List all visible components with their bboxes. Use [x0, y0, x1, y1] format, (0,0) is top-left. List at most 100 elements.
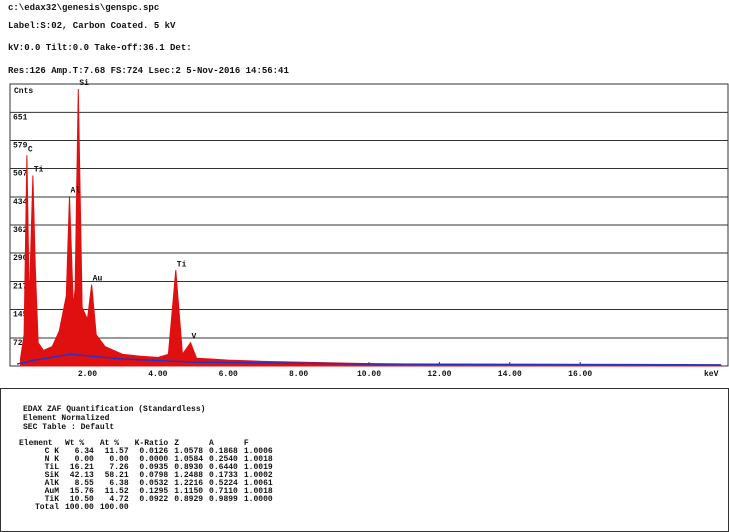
table-cell: 0.0798: [139, 471, 169, 480]
column-header: At %: [99, 439, 120, 448]
file-path: c:\edax32\genesis\genspc.spc: [8, 3, 160, 13]
table-cell: 0.0922: [139, 495, 169, 504]
table-cell: 0.0000: [139, 455, 169, 464]
table-cell: 0.2540: [209, 455, 238, 464]
table-cell: 42.13: [69, 471, 94, 480]
quant-table: Element Wt % At % K-Ratio Z A F C K 6.34 11.57 0.0…: [19, 440, 279, 512]
table-cell: [174, 504, 209, 512]
y-tick-label: 507: [13, 170, 28, 179]
table-cell: Total: [34, 503, 59, 512]
table-cell: 0.5224: [209, 479, 238, 488]
table-cell: 1.0000: [243, 495, 273, 504]
table-cell: 1.0578: [174, 447, 204, 456]
table-row: N K 0.00 0.00 0.0000 1.0584 0.2540 1.0018: [19, 456, 279, 464]
y-tick-label: 651: [13, 114, 28, 123]
table-cell: [135, 504, 175, 512]
column-header: Element: [19, 439, 53, 448]
x-tick-label: 6.00: [219, 370, 238, 379]
x-tick-label: 12.00: [427, 370, 451, 379]
table-cell: 0.0935: [139, 463, 169, 472]
table-cell: 6.38: [109, 479, 129, 488]
table-cell: 15.76: [69, 487, 94, 496]
table-cell: TiK: [44, 495, 59, 504]
table-cell: 0.8930: [174, 463, 204, 472]
label-line: Label:S:02, Carbon Coated. 5 kV: [8, 21, 176, 31]
peak-label: Ti: [34, 166, 44, 175]
table-row: TiK 10.50 4.72 0.0922 0.8929 0.9899 1.0000: [19, 496, 279, 504]
y-tick-label: 145: [13, 311, 28, 320]
table-row: C K 6.34 11.57 0.0126 1.0578 0.1868 1.0006: [19, 448, 279, 456]
table-cell: SiK: [44, 471, 59, 480]
y-axis-label: Cnts: [14, 87, 33, 96]
table-cell: 0.1868: [209, 447, 238, 456]
y-tick-label: 72: [13, 339, 23, 348]
info-line: kV:0.0 Tilt:0.0 Take-off:36.1 Det:: [8, 43, 192, 53]
table-cell: 0.9899: [209, 495, 238, 504]
y-tick-label: 362: [13, 226, 28, 235]
quant-title: EDAX ZAF Quantification (Standardless): [23, 405, 206, 414]
table-row: Total 100.00 100.00: [19, 504, 279, 512]
table-cell: [244, 504, 279, 512]
x-tick-label: 8.00: [289, 370, 308, 379]
x-tick-label: 14.00: [498, 370, 522, 379]
table-cell: 4.72: [109, 495, 129, 504]
x-tick-label: 10.00: [357, 370, 381, 379]
table-cell: 1.0584: [174, 455, 204, 464]
y-tick-label: 579: [13, 142, 28, 151]
x-tick-label: 4.00: [148, 370, 167, 379]
quantification-panel: EDAX ZAF Quantification (Standardless) E…: [0, 388, 729, 532]
table-cell: 0.00: [74, 455, 94, 464]
column-header: K-Ratio: [134, 439, 169, 448]
peak-label: Al: [70, 186, 80, 195]
table-row: TiL 16.21 7.26 0.0935 0.8930 0.6440 1.0019: [19, 464, 279, 472]
peak-label: Au: [93, 275, 103, 284]
table-cell: 7.26: [109, 463, 129, 472]
table-cell: 6.34: [74, 447, 94, 456]
info-line: Res:126 Amp.T:7.68 FS:724 Lsec:2 5-Nov-2…: [8, 66, 289, 76]
table-cell: N K: [44, 455, 59, 464]
table-cell: 11.52: [104, 487, 129, 496]
y-tick-label: 434: [13, 198, 28, 207]
table-cell: 1.0006: [243, 447, 273, 456]
spectrum-chart: Cnts keV 72 145 217 290 362 434 507 579 651 2.00 4…: [9, 79, 729, 379]
table-cell: 0.0532: [139, 479, 169, 488]
spectrum-area: [20, 89, 722, 367]
table-cell: 0.00: [109, 455, 129, 464]
quant-subtitle: Element Normalized: [23, 414, 110, 423]
table-cell: 1.0061: [243, 479, 273, 488]
x-tick-label: 2.00: [78, 370, 97, 379]
column-header: F: [243, 439, 249, 448]
table-cell: 58.21: [104, 471, 129, 480]
table-row: AlK 8.55 6.38 0.0532 1.2216 0.5224 1.0061: [19, 480, 279, 488]
table-cell: 0.8929: [174, 495, 204, 504]
table-cell: 1.1150: [174, 487, 204, 496]
table-cell: 0.1295: [139, 487, 169, 496]
peak-label: V: [192, 333, 197, 342]
table-cell: AlK: [44, 479, 59, 488]
table-cell: C K: [44, 447, 59, 456]
table-cell: 0.0126: [139, 447, 169, 456]
table-cell: AuM: [44, 487, 59, 496]
column-header: Z: [174, 439, 180, 448]
background-line: [16, 353, 721, 366]
table-cell: 0.1733: [209, 471, 238, 480]
table-cell: 16.21: [69, 463, 94, 472]
table-cell: 100.00: [65, 503, 94, 512]
column-header: Wt %: [65, 439, 85, 448]
table-cell: 100.00: [99, 503, 129, 512]
quant-table-name: SEC Table : Default: [23, 423, 115, 432]
table-cell: 1.0018: [243, 455, 273, 464]
table-cell: 8.55: [74, 479, 94, 488]
x-tick-label: 16.00: [568, 370, 592, 379]
table-cell: 1.0019: [243, 463, 273, 472]
table-cell: 1.2216: [174, 479, 204, 488]
table-cell: 1.0018: [243, 487, 273, 496]
table-cell: 1.2488: [174, 471, 204, 480]
table-cell: TiL: [44, 463, 59, 472]
table-cell: 0.6440: [209, 463, 238, 472]
y-tick-label: 290: [13, 254, 28, 263]
column-header: A: [209, 439, 214, 448]
table-cell: 1.0002: [243, 471, 273, 480]
peak-label: Ti: [177, 260, 187, 269]
